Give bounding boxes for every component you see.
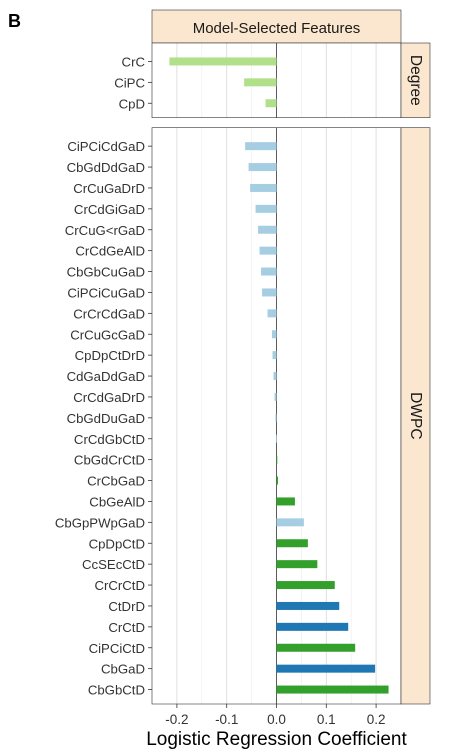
bar bbox=[276, 518, 304, 527]
category-label: CiPCiCdGaD bbox=[67, 139, 145, 154]
bar bbox=[265, 99, 277, 108]
category-label: CiPCiCtD bbox=[89, 641, 145, 656]
category-label: CpD bbox=[119, 96, 145, 111]
category-label: CbGpPWpGaD bbox=[55, 515, 145, 530]
category-label: CbGdDuGaD bbox=[67, 411, 145, 426]
title-strip: Model-Selected Features bbox=[151, 9, 402, 44]
category-label: CrCdGeAlD bbox=[75, 244, 145, 259]
category-label: CrCdGbCtD bbox=[74, 432, 145, 447]
category-label: CbGbCtD bbox=[88, 683, 145, 698]
bar bbox=[255, 204, 277, 213]
category-label: CbGdDdGaD bbox=[67, 160, 145, 175]
bar bbox=[276, 601, 340, 610]
x-tick-label: 0.1 bbox=[317, 712, 336, 727]
category-label: CpDpCtDrD bbox=[75, 348, 145, 363]
bar bbox=[259, 246, 277, 255]
facet-strip bbox=[400, 42, 431, 118]
bar bbox=[261, 267, 277, 276]
bar bbox=[272, 351, 277, 360]
category-label: CrCuG<rGaD bbox=[65, 223, 145, 238]
bar bbox=[273, 372, 277, 381]
x-axis: -0.2 -0.1 0.0 0.1 0.2 bbox=[165, 704, 385, 727]
bar bbox=[262, 288, 277, 297]
category-label: CbGeAlD bbox=[89, 494, 145, 509]
facet-label: DWPC bbox=[407, 392, 424, 439]
x-tick-label: 0.0 bbox=[267, 712, 286, 727]
bar bbox=[276, 476, 278, 485]
panel-letter: B bbox=[8, 11, 21, 31]
bar bbox=[276, 581, 335, 590]
category-label: CiPCiCuGaD bbox=[67, 285, 145, 300]
category-label: CiPC bbox=[114, 75, 145, 90]
category-label: CrCtD bbox=[108, 620, 145, 635]
bar bbox=[267, 309, 277, 318]
facet-panels: CrC CiPC CpD Degree CiPCiCdGaD CbGdDdGaD CrCuG… bbox=[55, 42, 431, 705]
bar bbox=[276, 685, 389, 694]
category-label: CcSEcCtD bbox=[82, 557, 145, 572]
category-label: CrCuGaDrD bbox=[73, 181, 145, 196]
category-label: CdGaDdGaD bbox=[67, 369, 145, 384]
bar bbox=[244, 78, 277, 87]
facet-degree: CrC CiPC CpD Degree bbox=[114, 42, 431, 118]
x-tick-label: -0.1 bbox=[215, 712, 238, 727]
bar bbox=[169, 57, 277, 66]
bar bbox=[276, 643, 356, 652]
bar bbox=[272, 330, 277, 339]
category-label: CbGaD bbox=[101, 662, 145, 677]
category-label: CtDrD bbox=[108, 599, 145, 614]
category-label: CrCbGaD bbox=[87, 474, 145, 489]
category-label: CpDpCtD bbox=[89, 536, 145, 551]
bar bbox=[275, 413, 277, 422]
category-label: CrCdGaDrD bbox=[73, 390, 145, 405]
bar bbox=[276, 455, 278, 464]
x-tick-label: -0.2 bbox=[165, 712, 188, 727]
x-axis-label: Logistic Regression Coefficient bbox=[146, 729, 407, 750]
category-label: CrCrCdGaD bbox=[73, 306, 145, 321]
title-strip-background bbox=[151, 9, 402, 44]
category-label: CbGdCrCtD bbox=[74, 453, 145, 468]
chart-title: Model-Selected Features bbox=[193, 20, 361, 37]
x-tick-label: 0.2 bbox=[367, 712, 386, 727]
bar bbox=[276, 434, 277, 443]
facet-dwpc: CiPCiCdGaD CbGdDdGaD CrCuGaDrD CrCdGiGaD CrC… bbox=[55, 127, 431, 705]
category-label: CrCrCtD bbox=[94, 578, 145, 593]
bar bbox=[274, 392, 277, 401]
bar bbox=[250, 183, 277, 192]
bar bbox=[245, 142, 277, 151]
facet-strip bbox=[400, 127, 431, 705]
bar bbox=[248, 163, 277, 172]
category-label: CbGbCuGaD bbox=[67, 265, 145, 280]
facet-label: Degree bbox=[407, 55, 424, 106]
bar bbox=[276, 497, 295, 506]
category-label: CrC bbox=[122, 54, 146, 69]
bar bbox=[276, 539, 308, 548]
category-label: CrCdGiGaD bbox=[74, 202, 145, 217]
bar bbox=[276, 622, 349, 631]
bar bbox=[276, 560, 318, 569]
bar bbox=[258, 225, 277, 234]
category-label: CrCuGcGaD bbox=[70, 327, 145, 342]
bar bbox=[276, 664, 376, 673]
